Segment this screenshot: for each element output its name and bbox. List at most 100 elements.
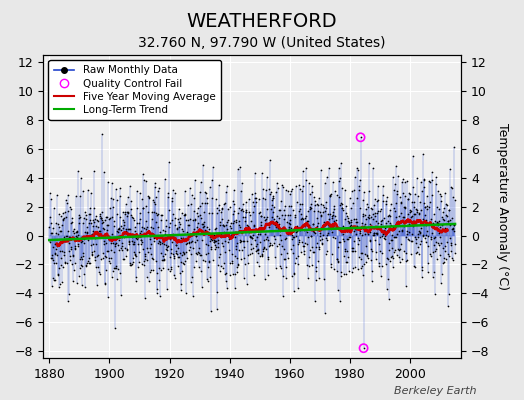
Point [386, 258, 394, 264]
Point [372, 256, 380, 263]
Point [96, 271, 105, 277]
Point [303, 241, 312, 247]
Point [56, 281, 64, 287]
Point [409, 153, 418, 160]
Point [200, 229, 209, 236]
Point [386, 213, 394, 220]
Point [375, 248, 384, 254]
Point [337, 200, 345, 207]
Point [436, 224, 444, 230]
Point [427, 252, 435, 259]
Point [379, 215, 388, 222]
Point [382, 260, 390, 267]
Point [121, 245, 129, 252]
Point [343, 218, 352, 224]
Point [271, 188, 280, 195]
Point [160, 241, 168, 247]
Point [66, 204, 74, 210]
Point [241, 214, 249, 220]
Point [396, 246, 404, 252]
Point [135, 259, 144, 265]
Point [290, 288, 298, 294]
Point [268, 197, 276, 203]
Legend: Raw Monthly Data, Quality Control Fail, Five Year Moving Average, Long-Term Tren: Raw Monthly Data, Quality Control Fail, … [48, 60, 221, 120]
Point [384, 218, 392, 224]
Point [140, 176, 148, 183]
Point [374, 220, 382, 226]
Point [156, 293, 164, 299]
Point [423, 193, 432, 199]
Point [112, 263, 120, 270]
Point [116, 185, 125, 192]
Point [247, 235, 256, 242]
Point [163, 266, 172, 272]
Point [255, 263, 263, 269]
Point [439, 260, 447, 266]
Point [352, 226, 361, 232]
Point [118, 243, 127, 250]
Point [212, 243, 220, 250]
Point [144, 209, 152, 215]
Point [314, 257, 322, 264]
Point [407, 214, 415, 220]
Point [261, 276, 269, 282]
Point [450, 144, 458, 150]
Point [339, 223, 347, 230]
Point [181, 212, 189, 218]
Point [96, 256, 105, 262]
Point [94, 218, 102, 224]
Point [196, 203, 204, 209]
Point [250, 237, 259, 243]
Point [280, 216, 289, 222]
Point [200, 219, 209, 225]
Point [90, 168, 99, 174]
Point [240, 238, 248, 245]
Point [222, 278, 230, 284]
Point [89, 228, 97, 234]
Point [390, 205, 399, 212]
Point [210, 232, 219, 239]
Point [308, 183, 316, 190]
Point [272, 213, 281, 220]
Point [303, 262, 311, 268]
Point [220, 228, 228, 235]
Point [50, 250, 59, 256]
Point [130, 241, 138, 248]
Point [298, 201, 306, 207]
Point [158, 234, 166, 241]
Point [179, 260, 187, 266]
Point [150, 184, 159, 190]
Point [316, 230, 325, 236]
Point [450, 228, 458, 234]
Point [243, 280, 251, 287]
Point [142, 178, 150, 184]
Point [94, 227, 103, 234]
Point [192, 250, 200, 256]
Point [182, 249, 190, 256]
Point [158, 257, 166, 263]
Point [406, 209, 414, 216]
Point [278, 243, 287, 250]
Point [187, 279, 195, 285]
Point [375, 241, 384, 247]
Point [218, 240, 226, 247]
Point [350, 238, 358, 244]
Point [445, 253, 453, 260]
Point [327, 191, 335, 197]
Point [137, 237, 146, 244]
Point [443, 212, 451, 219]
Point [254, 246, 262, 252]
Point [443, 218, 452, 224]
Point [312, 268, 321, 274]
Point [120, 256, 128, 262]
Point [54, 231, 62, 237]
Point [411, 236, 420, 242]
Point [362, 215, 370, 222]
Point [271, 218, 280, 224]
Point [274, 225, 282, 232]
Point [230, 218, 238, 224]
Point [208, 237, 216, 244]
Point [248, 245, 257, 251]
Point [302, 228, 311, 235]
Point [270, 254, 279, 260]
